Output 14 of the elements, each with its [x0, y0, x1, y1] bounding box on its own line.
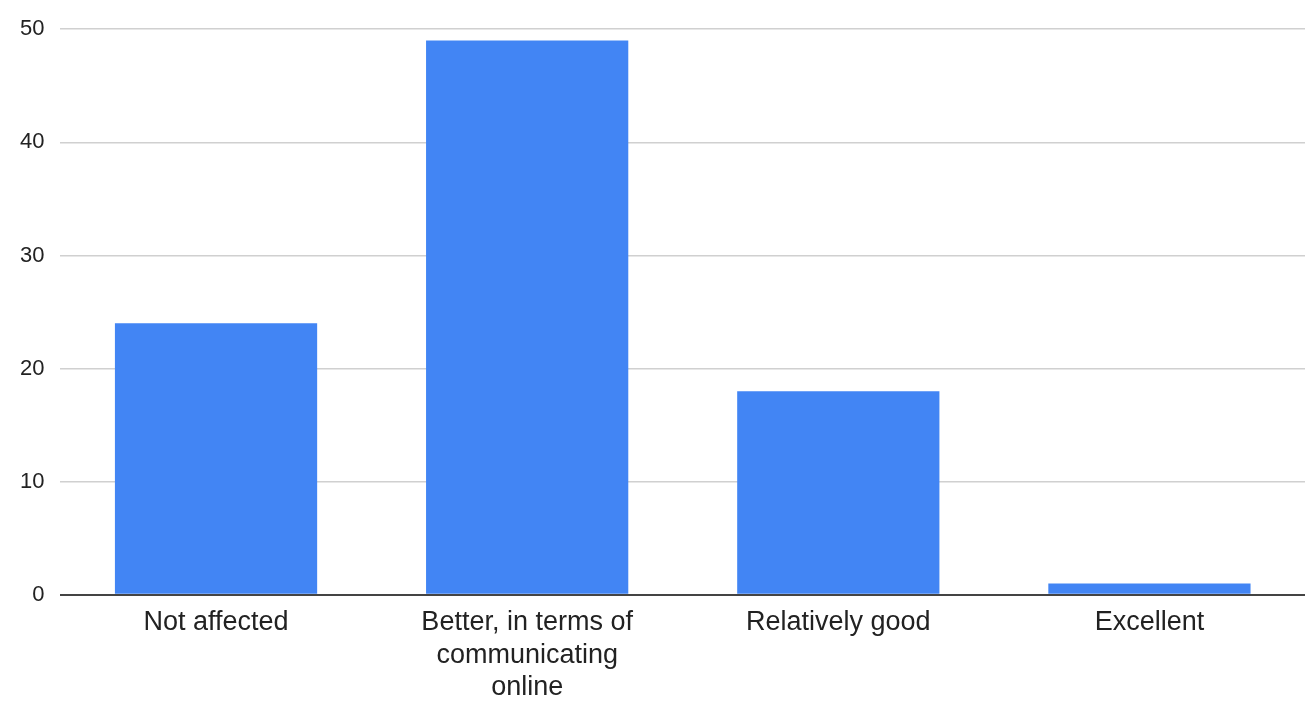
x-tick-label: Not affected	[143, 606, 289, 637]
bar	[737, 391, 940, 594]
y-tick-label: 10	[19, 467, 45, 493]
bar	[1048, 583, 1251, 594]
y-tick-label: 50	[19, 15, 45, 41]
x-tick-label: Excellent	[1094, 606, 1205, 637]
bar	[426, 40, 629, 594]
y-tick-label: 0	[32, 580, 45, 606]
x-tick-label: Better, in terms of communicating online	[421, 606, 634, 702]
y-tick-label: 30	[19, 241, 45, 267]
y-tick-label: 20	[19, 354, 45, 380]
y-tick-label: 40	[19, 128, 45, 154]
bar	[114, 323, 318, 594]
x-tick-label: Relatively good	[745, 606, 931, 637]
